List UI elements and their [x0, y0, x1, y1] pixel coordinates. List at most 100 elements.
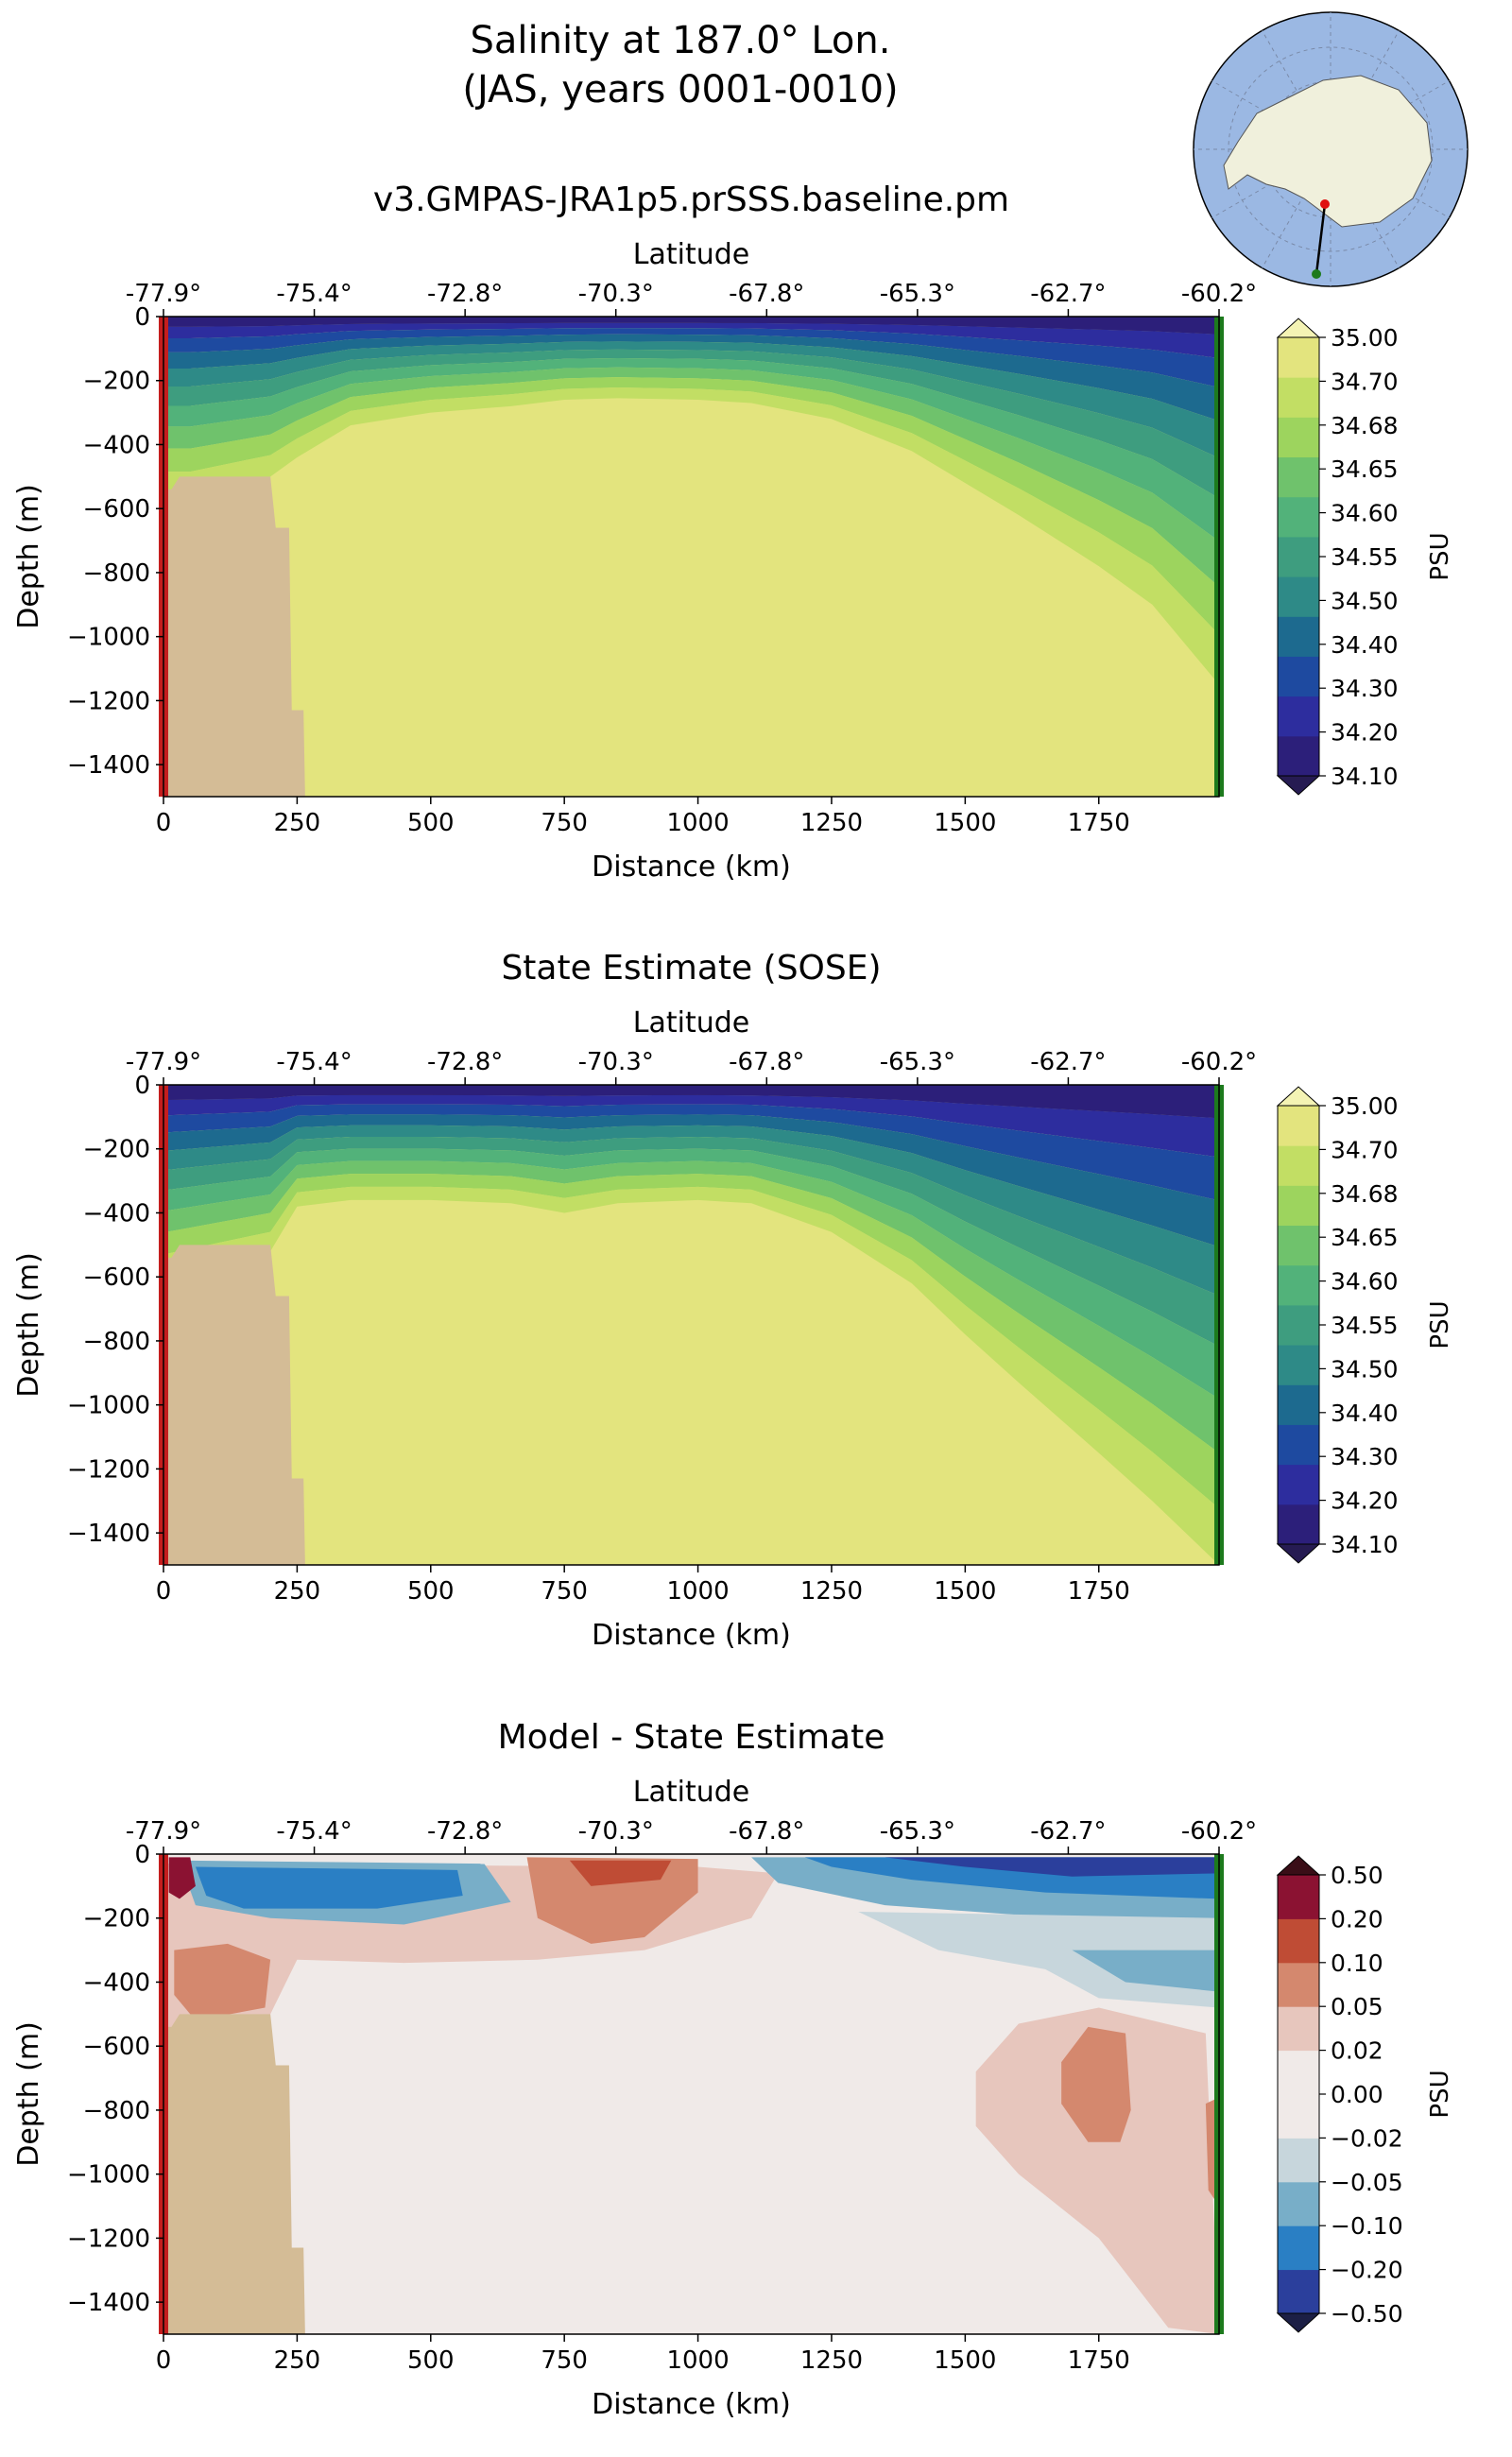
plot-frame	[163, 1853, 1220, 2335]
y-tick-label: −800	[83, 1328, 150, 1356]
x-tick-label: 1500	[934, 1577, 996, 1606]
lat-tick-label: -62.7°	[1030, 280, 1106, 308]
panel-title: v3.GMPAS-JRA1p5.prSSS.baseline.pm	[373, 180, 1009, 219]
colorbar-segment	[1278, 656, 1319, 697]
salinity-band	[163, 1125, 1219, 1297]
colorbar-segment	[1278, 536, 1319, 577]
lat-tick-label: -67.8°	[729, 280, 804, 308]
panel-title: State Estimate (SOSE)	[501, 949, 881, 988]
y-tick-label: −1200	[67, 1455, 150, 1484]
salinity-band	[163, 349, 1219, 499]
y-tick-label: −1200	[67, 2225, 150, 2253]
colorbar-tick-label: 34.50	[1331, 1355, 1399, 1383]
section-line	[1314, 203, 1327, 275]
x-tick-label: 1750	[1068, 1577, 1130, 1606]
colorbar-tick-label: 35.00	[1331, 1092, 1399, 1120]
colorbar-segment	[1278, 2225, 1319, 2271]
salinity-band	[163, 387, 1219, 685]
latitude-axis-label: Latitude	[633, 238, 749, 271]
y-tick-label: −600	[83, 1263, 150, 1292]
lat-tick-label: -77.9°	[126, 1817, 201, 1846]
colorbar-tick-label: 34.40	[1331, 631, 1399, 659]
lat-tick-label: -75.4°	[276, 1048, 352, 1076]
colorbar-tick-label: 0.50	[1331, 1862, 1383, 1889]
colorbar-segment	[1278, 1345, 1319, 1385]
colorbar-tick-label: −0.50	[1331, 2300, 1403, 2328]
difference-region	[885, 1857, 1219, 1877]
lat-tick-label: -60.2°	[1181, 1048, 1257, 1076]
x-tick-label: 250	[274, 1577, 321, 1606]
difference-region	[1072, 1950, 1219, 1992]
colorbar-tick-label: 0.05	[1331, 1993, 1383, 2020]
x-tick-label: 750	[541, 809, 588, 837]
difference-region	[195, 1866, 463, 1909]
y-axis-label: Depth (m)	[12, 484, 45, 629]
lat-tick-label: -70.3°	[578, 1817, 654, 1846]
x-tick-label: 1000	[666, 809, 729, 837]
panel-3: 0 −200 −400 −600 −800 −1000 −1200 −1400 0 250 500 7…	[12, 1718, 1454, 2421]
colorbar-segment	[1278, 2138, 1319, 2183]
lat-tick-label: -65.3°	[880, 1048, 955, 1076]
colorbar-segment	[1278, 1185, 1319, 1227]
colorbar-segment	[1278, 2269, 1319, 2314]
lat-tick-label: -72.8°	[427, 1817, 503, 1846]
lat-tick-label: -67.8°	[729, 1817, 804, 1846]
y-tick-label: 0	[134, 1072, 150, 1100]
colorbar-label: PSU	[1426, 1300, 1454, 1349]
colorbar-tick-label: 34.40	[1331, 1400, 1399, 1427]
x-tick-label: 250	[274, 2346, 321, 2375]
title-line-2: (JAS, years 0001-0010)	[462, 68, 898, 112]
salinity-band	[163, 341, 1219, 458]
lat-tick-label: -75.4°	[276, 280, 352, 308]
colorbar-over-arrow	[1276, 318, 1321, 338]
colorbar-under-arrow	[1276, 2312, 1321, 2333]
colorbar-segment	[1278, 2050, 1319, 2095]
colorbar-tick-label: 0.02	[1331, 2037, 1383, 2065]
y-tick-label: −600	[83, 495, 150, 524]
colorbar-segment	[1278, 417, 1319, 458]
figure-title: Salinity at 187.0° Lon. (JAS, years 0001…	[462, 19, 898, 112]
y-tick-label: −1400	[67, 2289, 150, 2317]
seafloor-mask	[163, 1245, 305, 1565]
colorbar-tick-label: 34.20	[1331, 719, 1399, 747]
x-tick-label: 1750	[1068, 2346, 1130, 2375]
colorbar-tick-label: 34.30	[1331, 675, 1399, 702]
colorbar-tick-label: 34.60	[1331, 1268, 1399, 1296]
plot-frame	[163, 316, 1220, 798]
colorbar-tick-label: −0.02	[1331, 2124, 1403, 2152]
salinity-field	[163, 317, 1219, 797]
colorbar-segment	[1278, 1304, 1319, 1346]
x-tick-label: 500	[407, 809, 455, 837]
colorbar-segment	[1278, 616, 1319, 657]
y-axis-label: Depth (m)	[12, 2021, 45, 2167]
x-tick-label: 1500	[934, 809, 996, 837]
colorbar-segment	[1278, 1464, 1319, 1505]
difference-region	[168, 1857, 196, 1899]
lat-tick-label: -75.4°	[276, 1817, 352, 1846]
panel-2: 0 −200 −400 −600 −800 −1000 −1200 −1400 0 250 500 7…	[12, 949, 1454, 1652]
salinity-band	[163, 1094, 1219, 1158]
colorbar-segment	[1278, 2006, 1319, 2052]
x-tick-label: 1500	[934, 2346, 996, 2375]
colorbar-tick-label: 34.30	[1331, 1443, 1399, 1470]
y-tick-label: 0	[134, 1841, 150, 1869]
x-tick-label: 1000	[666, 1577, 729, 1606]
y-tick-label: −200	[83, 1136, 150, 1164]
y-tick-label: −1000	[67, 624, 150, 652]
salinity-band	[163, 367, 1219, 587]
title-line-1: Salinity at 187.0° Lon.	[471, 19, 891, 62]
colorbar-tick-label: 34.70	[1331, 1136, 1399, 1163]
inset-map	[1193, 11, 1469, 287]
colorbar-over-arrow	[1276, 1086, 1321, 1107]
colorbar-tick-label: 34.70	[1331, 368, 1399, 395]
lat-tick-label: -65.3°	[880, 1817, 955, 1846]
colorbar-tick-label: 34.50	[1331, 587, 1399, 614]
colorbar-tick-label: 34.20	[1331, 1487, 1399, 1515]
colorbar-segment	[1278, 1918, 1319, 1964]
colorbar-segment	[1278, 337, 1319, 378]
salinity-band	[163, 328, 1219, 387]
x-tick-label: 1250	[800, 2346, 863, 2375]
latitude-axis-label: Latitude	[633, 1776, 749, 1809]
lat-tick-label: -72.8°	[427, 280, 503, 308]
colorbar-segment	[1278, 1264, 1319, 1306]
